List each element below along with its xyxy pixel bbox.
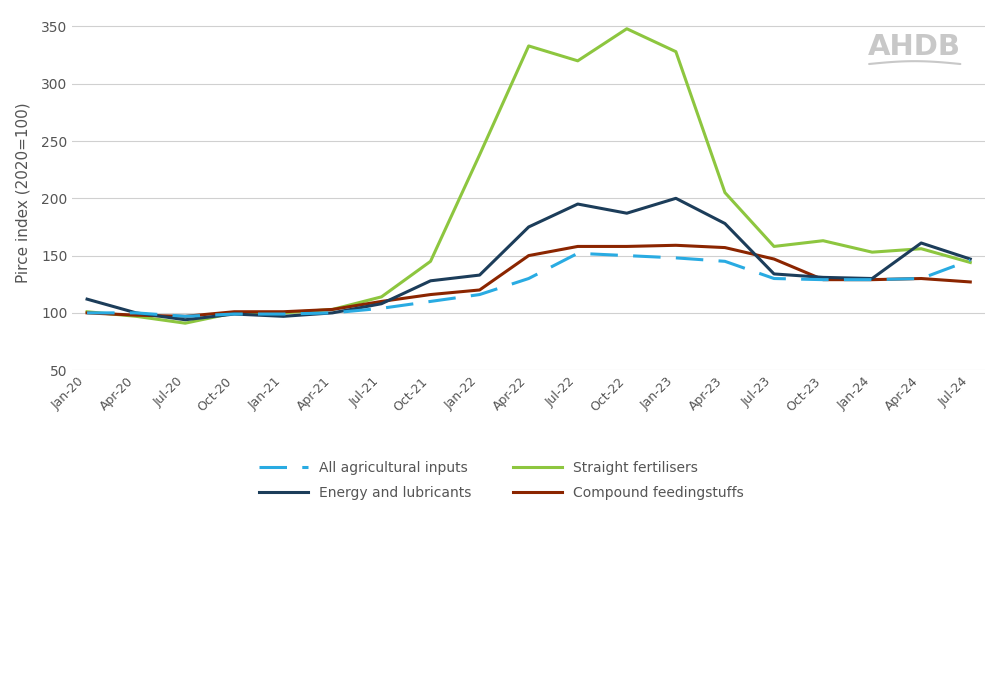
Text: AHDB: AHDB [868, 33, 961, 61]
Y-axis label: Pirce index (2020=100): Pirce index (2020=100) [15, 102, 30, 283]
Legend: All agricultural inputs, Energy and lubricants, Straight fertilisers, Compound f: All agricultural inputs, Energy and lubr… [254, 455, 749, 505]
